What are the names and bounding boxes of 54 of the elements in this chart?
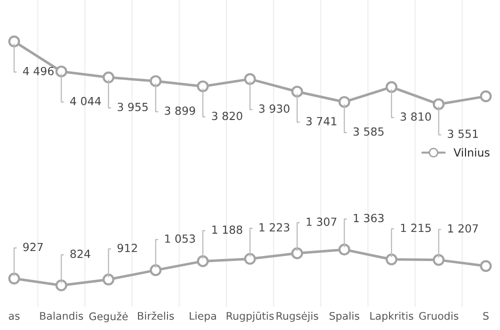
point: [291, 247, 304, 260]
point: [480, 260, 492, 272]
point: [291, 86, 304, 98]
point: [102, 274, 114, 286]
data-label: 3 955: [118, 102, 148, 112]
data-label: 1 215: [401, 224, 431, 232]
x-tick-label: Rugpjūtis: [226, 312, 274, 322]
data-label: 1 053: [165, 234, 195, 243]
data-label: 1 188: [212, 225, 242, 234]
legend-label: Vilnius: [454, 148, 490, 157]
data-label: 824: [70, 250, 90, 258]
x-tick-label: as: [8, 314, 20, 320]
data-label: 3 820: [212, 112, 242, 120]
x-tick-label: Gruodis: [419, 312, 458, 320]
x-tick-label: Birželis: [138, 311, 174, 320]
point: [55, 279, 68, 292]
data-label: 927: [23, 242, 43, 252]
point: [196, 80, 209, 92]
x-tick-label: Lapkritis: [370, 312, 414, 322]
point: [386, 254, 398, 266]
point: [386, 81, 398, 93]
data-label: 1 207: [448, 224, 478, 233]
data-label: 912: [118, 244, 137, 252]
point: [102, 71, 114, 84]
point: [480, 90, 492, 102]
point: [8, 36, 20, 48]
data-label: 3 899: [164, 106, 196, 115]
data-label: 3 741: [306, 116, 336, 126]
data-label: 1 223: [260, 223, 290, 232]
x-tick-label: S: [483, 312, 489, 320]
x-tick-label: Balandis: [40, 312, 83, 320]
point: [432, 254, 445, 266]
point: [55, 66, 68, 78]
x-tick-label: Gegužė: [89, 312, 128, 322]
data-label: 3 585: [354, 127, 384, 136]
data-label: 4 044: [70, 96, 101, 106]
point: [244, 252, 256, 265]
data-label: 3 551: [448, 130, 478, 138]
x-tick-label: Spalis: [330, 312, 360, 322]
data-label: 3 810: [400, 112, 431, 121]
point: [196, 255, 209, 268]
x-tick-label: Rugsėjis: [276, 312, 318, 322]
point: [338, 244, 350, 256]
point: [150, 75, 162, 88]
point: [8, 272, 20, 284]
point: [338, 96, 350, 108]
data-label: 3 930: [259, 104, 290, 113]
point: [244, 73, 256, 85]
point: [150, 264, 162, 276]
data-label: 1 307: [306, 218, 336, 226]
data-label: 1 363: [354, 214, 384, 222]
x-tick-label: Liepa: [190, 312, 216, 322]
data-label: 4 496: [23, 66, 54, 76]
point: [432, 98, 445, 110]
